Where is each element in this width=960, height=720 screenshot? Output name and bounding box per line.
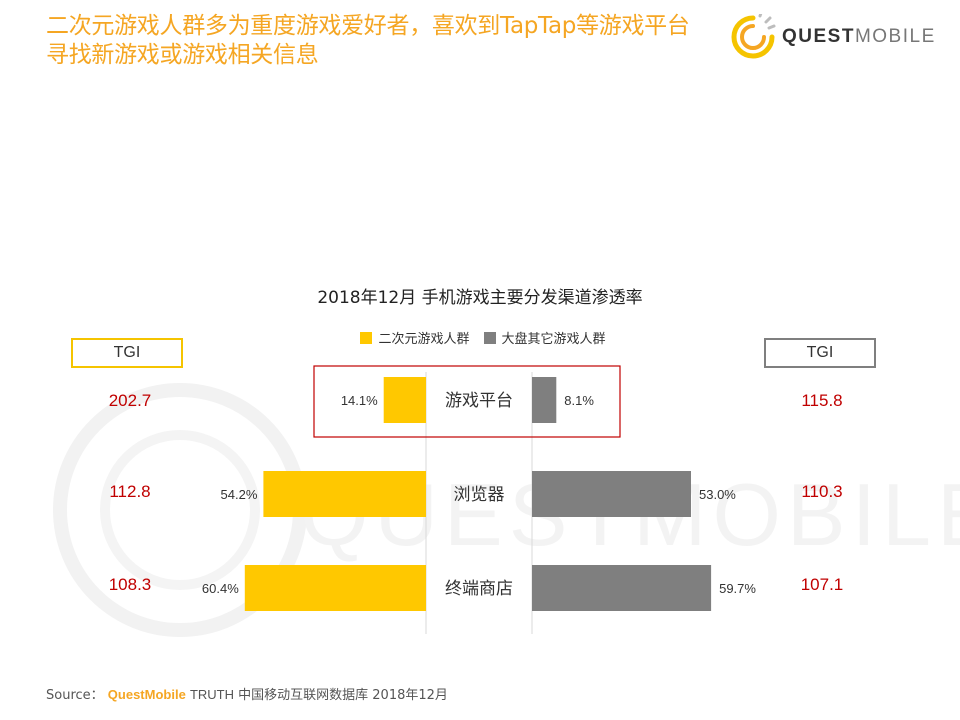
tgi-value-left-2: 108.3 [108,575,152,594]
bar-series-a-2 [244,565,426,611]
tgi-value-right-1: 110.3 [801,482,843,501]
tgi-value-right-2: 107.1 [800,575,844,594]
chart-legend: 二次元游戏人群 大盘其它游戏人群 [0,328,960,347]
source-truth: TRUTH [189,687,234,702]
data-label-series-b-2: 59.7% [719,581,756,596]
source-database: 中国移动互联网数据库 2018年12月 [238,688,448,703]
bar-series-a-0 [383,377,426,423]
data-label-series-a-2: 60.4% [202,581,239,596]
data-label-series-a-0: 14.1% [341,393,378,408]
bar-series-b-2 [532,565,712,611]
tgi-value-right-0: 115.8 [801,391,843,410]
logo-wordmark: QUESTMOBILE [782,26,936,48]
category-label-0: 游戏平台 [445,391,513,411]
tgi-value-left-1: 112.8 [109,482,151,501]
legend-swatch-series-a [360,331,373,344]
logo-word-mobile: MOBILE [854,26,936,47]
legend-label-series-b: 大盘其它游戏人群 [501,332,606,347]
chart-title: 2018年12月 手机游戏主要分发渠道渗透率 [317,288,643,308]
legend-item-series-b: 大盘其它游戏人群 [483,328,606,347]
tgi-value-left-0: 202.7 [108,391,152,410]
source-prefix: Source： [46,688,104,703]
source-brand: QuestMobile [107,687,186,702]
legend-swatch-series-b [483,331,496,344]
data-label-series-b-1: 53.0% [699,487,736,502]
slide-title: 二次元游戏人群多为重度游戏爱好者，喜欢到TapTap等游戏平台 寻找新游戏或游戏… [46,12,736,70]
category-label-2: 终端商店 [445,579,513,599]
bar-series-b-0 [532,377,557,423]
questmobile-logo-icon [731,14,776,59]
source-footer: Source： QuestMobile TRUTH 中国移动互联网数据库 201… [46,684,448,703]
bar-series-a-1 [263,471,426,517]
category-label-1: 浏览器 [454,485,505,505]
highlight-box [313,365,621,438]
legend-item-series-a: 二次元游戏人群 [360,328,470,347]
slide-title-line2: 寻找新游戏或游戏相关信息 [46,42,319,68]
logo-word-quest: QUEST [782,26,855,47]
tgi-header-right: TGI [764,338,876,368]
legend-label-series-a: 二次元游戏人群 [378,332,470,347]
questmobile-logo: QUESTMOBILE [730,14,936,60]
data-label-series-b-0: 8.1% [564,393,594,408]
data-label-series-a-1: 54.2% [221,487,258,502]
slide-title-line1: 二次元游戏人群多为重度游戏爱好者，喜欢到TapTap等游戏平台 [46,13,690,39]
tgi-header-left: TGI [71,338,183,368]
bar-series-b-1 [532,471,691,517]
